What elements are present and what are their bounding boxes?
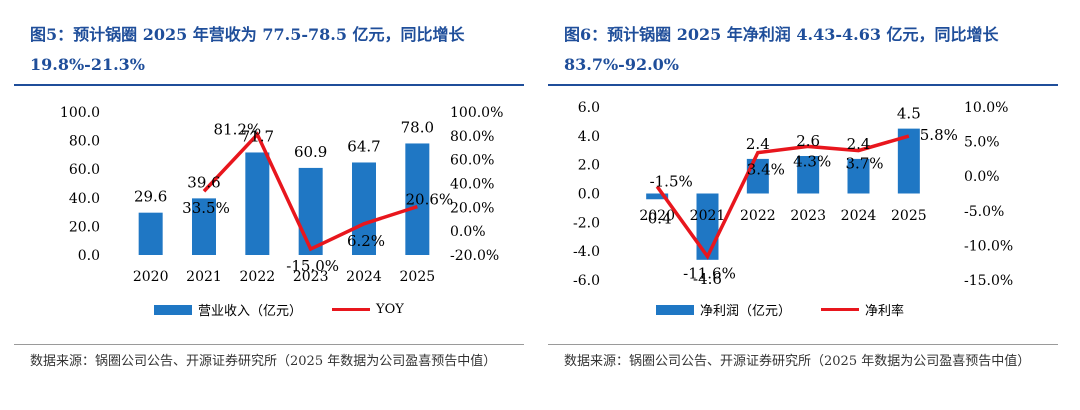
category-label-2024: 2024 bbox=[841, 208, 877, 224]
category-label-2023: 2023 bbox=[293, 269, 329, 285]
right-axis-tick-label: -15.0% bbox=[964, 273, 1013, 289]
bar-2020 bbox=[138, 212, 163, 255]
right-axis-tick-label: 60.0% bbox=[450, 153, 494, 169]
bar-data-label-2022: 2.4 bbox=[746, 135, 770, 153]
left-axis-tick-label: 20.0 bbox=[69, 219, 100, 235]
left-axis-tick-label: 0.0 bbox=[578, 187, 600, 203]
bar-2021 bbox=[696, 193, 719, 260]
right-axis-tick-label: 0.0% bbox=[450, 224, 486, 240]
category-label-2021: 2021 bbox=[690, 208, 726, 224]
bar-2023 bbox=[298, 167, 323, 255]
line-data-label-2024: 6.2% bbox=[347, 232, 385, 250]
left-axis-tick-label: -2.0 bbox=[573, 215, 600, 231]
legend-line-label: 净利率 bbox=[865, 304, 905, 319]
figure-6-source: 数据来源：锅圈公司公告、开源证券研究所（2025 年数据为公司盈喜预告中值） bbox=[564, 354, 1031, 369]
figure-5-source: 数据来源：锅圈公司公告、开源证券研究所（2025 年数据为公司盈喜预告中值） bbox=[30, 354, 497, 369]
category-label-2023: 2023 bbox=[790, 208, 826, 224]
bar-2025 bbox=[405, 143, 430, 255]
right-axis-tick-label: 0.0% bbox=[964, 169, 1000, 185]
right-axis-tick-label: -5.0% bbox=[964, 204, 1004, 220]
line-data-label-2020: -1.5% bbox=[650, 173, 693, 191]
bar-data-label-2022: 71.7 bbox=[241, 127, 274, 145]
bar-2023 bbox=[797, 156, 820, 194]
right-axis-tick-label: 100.0% bbox=[450, 105, 503, 121]
right-axis-tick-label: 5.0% bbox=[964, 135, 1000, 151]
figure-5-title-rule bbox=[14, 84, 524, 86]
category-label-2025: 2025 bbox=[400, 269, 436, 285]
left-axis-tick-label: 0.0 bbox=[78, 248, 100, 264]
right-axis-tick-label: 20.0% bbox=[450, 200, 494, 216]
figure-6-legend: 净利润（亿元） 净利率 bbox=[656, 300, 904, 319]
bar-data-label-2020: -0.4 bbox=[643, 209, 672, 227]
category-label-2020: 2020 bbox=[133, 269, 169, 285]
bar-data-label-2023: 60.9 bbox=[294, 143, 327, 161]
bar-2024 bbox=[352, 162, 376, 255]
bar-data-label-2023: 2.6 bbox=[796, 132, 820, 150]
bar-data-label-2025: 4.5 bbox=[897, 105, 921, 123]
legend-line-label: YOY bbox=[376, 302, 404, 317]
left-axis-tick-label: 4.0 bbox=[578, 129, 600, 145]
legend-bar-label: 净利润（亿元） bbox=[700, 304, 792, 319]
category-label-2022: 2022 bbox=[240, 269, 276, 285]
right-axis-tick-label: 10.0% bbox=[964, 100, 1008, 116]
figure-6-title: 图6：预计锅圈 2025 年净利润 4.43-4.63 亿元，同比增长 83.7… bbox=[564, 25, 999, 74]
line-data-label-2024: 3.7% bbox=[845, 155, 883, 173]
left-axis-tick-label: -6.0 bbox=[573, 273, 600, 289]
line-data-label-2022: 81.2% bbox=[214, 120, 262, 138]
category-label-2024: 2024 bbox=[346, 269, 382, 285]
bar-2020 bbox=[646, 193, 669, 200]
bar-2025 bbox=[897, 128, 920, 194]
left-axis-tick-label: 60.0 bbox=[69, 162, 100, 178]
legend-bar-swatch bbox=[154, 304, 192, 315]
right-axis-tick-label: 80.0% bbox=[450, 129, 494, 145]
figure-6-panel: 图6：预计锅圈 2025 年净利润 4.43-4.63 亿元，同比增长 83.7… bbox=[548, 0, 1058, 410]
legend-bar-swatch bbox=[656, 304, 694, 315]
figure-6-source-rule bbox=[548, 344, 1058, 345]
yoy-line bbox=[202, 131, 418, 252]
figure-6-title-rule bbox=[548, 84, 1058, 86]
bar-data-label-2024: 2.4 bbox=[847, 135, 871, 153]
left-axis-tick-label: 100.0 bbox=[60, 105, 100, 121]
bar-2024 bbox=[847, 158, 870, 194]
bar-data-label-2021: 39.6 bbox=[187, 173, 220, 191]
category-label-2021: 2021 bbox=[186, 269, 222, 285]
right-axis-tick-label: -10.0% bbox=[964, 238, 1013, 254]
bar-data-label-2024: 64.7 bbox=[347, 137, 380, 155]
left-axis-tick-label: -4.0 bbox=[573, 244, 600, 260]
left-axis-tick-label: 6.0 bbox=[578, 100, 600, 116]
figure-5-legend: 营业收入（亿元） YOY bbox=[154, 300, 404, 319]
bar-2021 bbox=[192, 198, 216, 255]
bar-data-label-2021: -4.6 bbox=[693, 270, 722, 288]
right-axis-tick-label: -20.0% bbox=[450, 248, 499, 264]
line-data-label-2021: 33.5% bbox=[182, 199, 230, 217]
bar-data-label-2025: 78.0 bbox=[401, 118, 434, 136]
figure-5-chart: 0.0 20.0 40.0 60.0 80.0 100.0 -20.0% 0.0% 20.0% 4… bbox=[60, 105, 503, 285]
left-axis-tick-label: 40.0 bbox=[69, 191, 100, 207]
left-axis-tick-label: 80.0 bbox=[69, 134, 100, 150]
legend-line-swatch bbox=[332, 308, 371, 311]
bar-data-label-2020: 29.6 bbox=[134, 188, 167, 206]
right-axis-tick-label: 40.0% bbox=[450, 177, 494, 193]
line-data-label-2022: 3.4% bbox=[747, 161, 785, 179]
yoy-line bbox=[655, 134, 910, 260]
line-data-label-2021: -11.6% bbox=[683, 264, 736, 282]
category-label-2022: 2022 bbox=[740, 208, 776, 224]
line-data-label-2023: 4.3% bbox=[793, 152, 831, 170]
line-data-label-2023: -15.0% bbox=[286, 257, 339, 275]
figure-5-source-rule bbox=[14, 344, 524, 345]
category-label-2025: 2025 bbox=[891, 208, 927, 224]
legend-line-swatch bbox=[821, 308, 860, 311]
figure-5-title: 图5：预计锅圈 2025 年营收为 77.5-78.5 亿元，同比增长 19.8… bbox=[30, 25, 465, 74]
figure-6-chart: -6.0 -4.0 -2.0 0.0 2.0 4.0 6.0 -15.0% -10.0% -5.0… bbox=[573, 100, 1013, 289]
line-data-label-2025: 20.6% bbox=[406, 191, 454, 209]
bar-2022 bbox=[245, 152, 270, 255]
legend-bar-label: 营业收入（亿元） bbox=[198, 304, 303, 319]
figure-5-panel: 图5：预计锅圈 2025 年营收为 77.5-78.5 亿元，同比增长 19.8… bbox=[14, 0, 524, 410]
line-data-label-2025: 5.8% bbox=[920, 126, 958, 144]
category-label-2020: 2020 bbox=[639, 208, 675, 224]
left-axis-tick-label: 2.0 bbox=[578, 158, 600, 174]
